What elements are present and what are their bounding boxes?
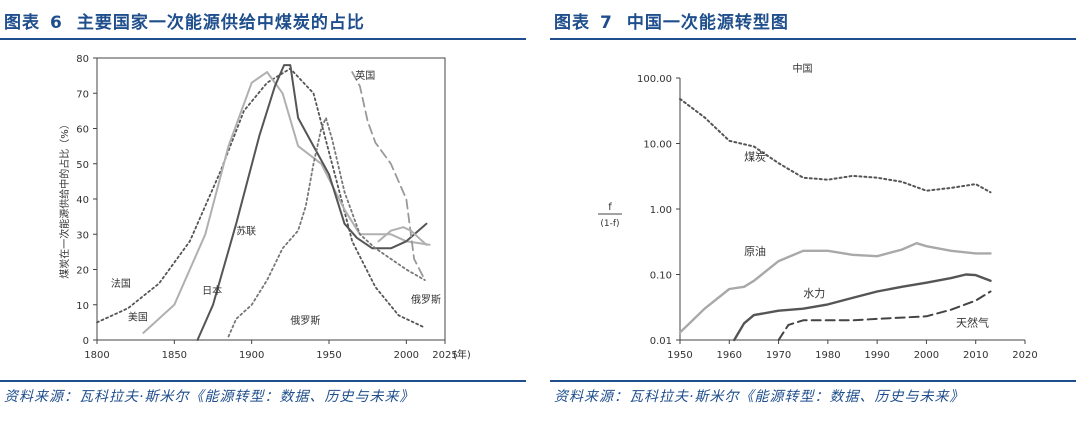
figure-6-caption: 主要国家一次能源供给中煤炭的占比 (76, 13, 365, 33)
series-label: 苏联 (236, 224, 256, 237)
series-line (196, 64, 428, 341)
x-tick-label: 2010 (963, 350, 988, 361)
x-tick-label: 2000 (394, 350, 419, 361)
y-tick-label: 0.10 (650, 271, 672, 282)
series-line (777, 290, 992, 341)
figure-6-label: 图表 (4, 13, 40, 33)
x-tick-label: 1900 (239, 350, 264, 361)
figure-7-bottom-rule (550, 380, 1076, 382)
series-line (679, 97, 992, 194)
figure-7-top-rule (550, 38, 1076, 40)
figure-6-title: 图表 6 主要国家一次能源供给中煤炭的占比 (4, 8, 365, 33)
series-label: 法国 (111, 277, 131, 290)
y-label-denominator: (1-f) (600, 219, 619, 229)
series-line (227, 117, 426, 338)
y-axis-label: 煤炭在一次能源供给中的占比（%） (58, 119, 71, 279)
y-tick-label: 0.01 (650, 336, 672, 347)
x-tick-label: 2025 (432, 350, 457, 361)
series-label: 水力 (803, 287, 825, 300)
figure-6-number: 6 (50, 13, 63, 33)
x-axis-unit: (年) (453, 348, 471, 361)
x-tick-label: 1970 (766, 350, 791, 361)
series-label: 原油 (744, 244, 766, 258)
coal-share-chart: 0 10 20 30 40 50 60 70 80 1800 1850 1900 1950 2000 202… (58, 54, 471, 361)
series-line (732, 273, 992, 342)
y-tick-label: 10.00 (643, 140, 672, 151)
y-tick-label: 0 (83, 336, 89, 347)
x-tick-label: 1980 (815, 350, 840, 361)
series-line (351, 71, 426, 282)
x-tick-label: 1950 (667, 350, 692, 361)
x-tick-label: 1950 (316, 350, 341, 361)
figure-7-source: 资料来源：瓦科拉夫·斯米尔《能源转型：数据、历史与未来》 (554, 389, 965, 405)
x-tick-label: 2000 (914, 350, 939, 361)
x-tick-label: 1990 (864, 350, 889, 361)
x-tick-label: 1850 (162, 350, 187, 361)
series-line (678, 241, 992, 334)
series-line (96, 67, 426, 329)
series-line (142, 71, 431, 334)
series-label: 美国 (128, 311, 148, 324)
x-tick-label: 2020 (1012, 350, 1037, 361)
y-label-numerator: f (608, 202, 612, 213)
y-tick-label: 60 (76, 125, 89, 136)
figure-7-caption: 中国一次能源转型图 (626, 13, 789, 33)
y-tick-label: 10 (76, 301, 89, 312)
y-tick-label: 1.00 (650, 205, 672, 216)
figure-7-panel: 图表 7 中国一次能源转型图 0.01 0.10 1.00 10.00 100.00 1950… (550, 0, 1080, 424)
chart-title: 中国 (793, 62, 813, 75)
china-energy-chart: 0.01 0.10 1.00 10.00 100.00 1950 1960 1970 1980 1… (598, 62, 1038, 361)
figure-6-source: 资料来源：瓦科拉夫·斯米尔《能源转型：数据、历史与未来》 (4, 389, 415, 405)
series-label: 日本 (202, 284, 222, 297)
series-label: 俄罗斯 (290, 314, 320, 327)
series-label: 英国 (355, 69, 375, 82)
y-tick-label: 70 (76, 89, 89, 100)
series-label: 俄罗斯 (411, 293, 441, 306)
series-line (377, 226, 428, 246)
x-tick-label: 1960 (717, 350, 742, 361)
figure-7-number: 7 (600, 13, 613, 33)
figure-7-title: 图表 7 中国一次能源转型图 (554, 8, 789, 33)
figure-6-panel: 图表 6 主要国家一次能源供给中煤炭的占比 0 10 20 30 40 50 60 70 80 180… (0, 0, 530, 424)
x-tick-label: 1800 (84, 350, 109, 361)
y-tick-label: 40 (76, 195, 89, 206)
y-tick-label: 50 (76, 160, 89, 171)
figure-7-label: 图表 (554, 13, 590, 33)
y-tick-label: 80 (76, 54, 89, 65)
series-label: 煤炭 (744, 151, 766, 164)
figure-6-top-rule (0, 38, 526, 40)
figure-6-bottom-rule (0, 380, 526, 382)
y-tick-label: 20 (76, 266, 89, 277)
series-label: 天然气 (956, 316, 989, 330)
y-tick-label: 30 (76, 230, 89, 241)
y-tick-label: 100.00 (637, 74, 672, 85)
